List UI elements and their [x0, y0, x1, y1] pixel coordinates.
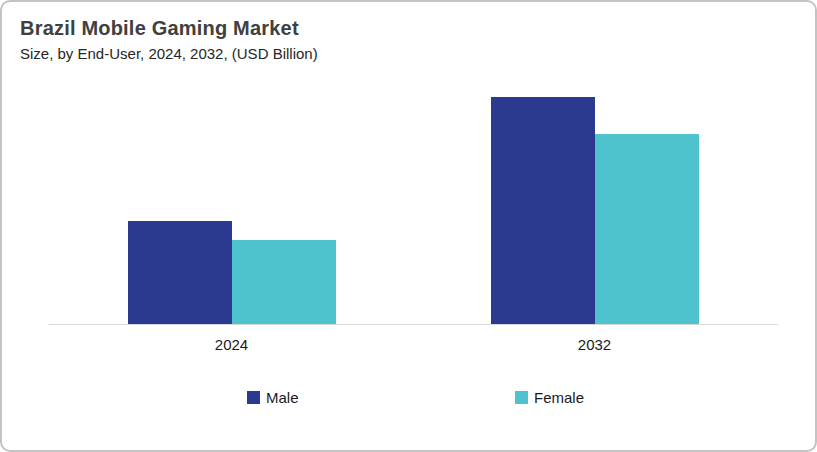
- bar-male-2024: [128, 221, 232, 324]
- legend-swatch-female: [515, 391, 528, 404]
- chart-title: Brazil Mobile Gaming Market: [20, 17, 299, 40]
- chart-card: Brazil Mobile Gaming Market Size, by End…: [0, 0, 817, 452]
- category-label-2032: 2032: [545, 336, 645, 353]
- legend-item-female: Female: [515, 388, 584, 406]
- bar-female-2024: [232, 240, 336, 324]
- legend-label-male: Male: [266, 389, 299, 406]
- legend-swatch-male: [247, 391, 260, 404]
- bar-female-2032: [595, 134, 699, 324]
- chart-subtitle: Size, by End-User, 2024, 2032, (USD Bill…: [20, 45, 318, 62]
- category-label-2024: 2024: [182, 336, 282, 353]
- legend-label-female: Female: [534, 389, 584, 406]
- bar-male-2032: [491, 97, 595, 324]
- legend-item-male: Male: [247, 388, 299, 406]
- plot-area: [49, 72, 778, 325]
